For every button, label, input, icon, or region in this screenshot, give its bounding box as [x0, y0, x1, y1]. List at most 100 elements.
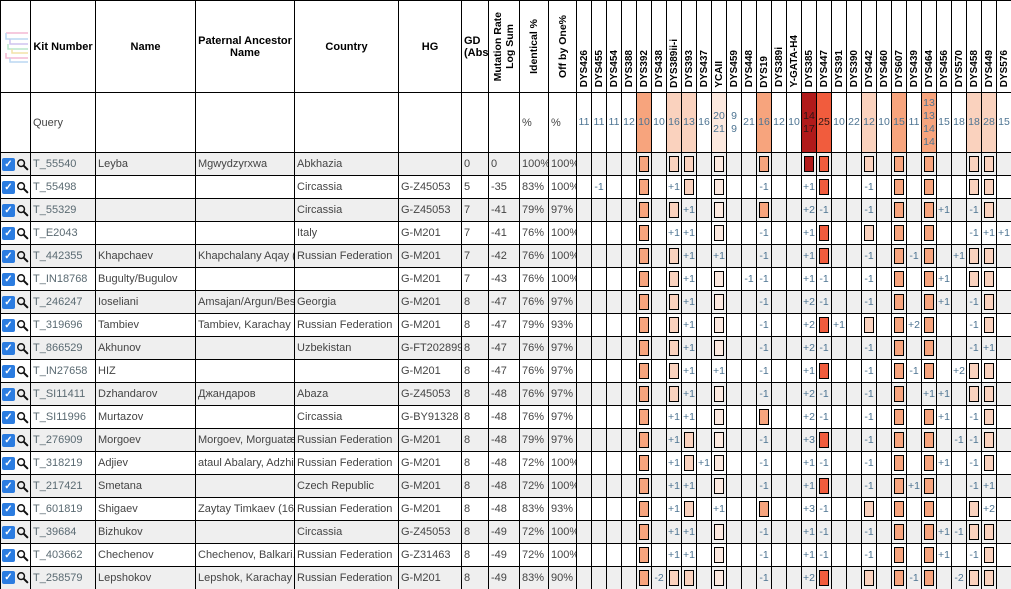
- allele-match-square: [684, 569, 694, 586]
- marker-cell-DYS464: [921, 520, 937, 544]
- marker-cell-DYS449: [981, 290, 997, 314]
- magnifier-icon[interactable]: [16, 457, 29, 470]
- allele-match-square: [894, 363, 904, 379]
- marker-cell-DYS438: [651, 497, 667, 521]
- row-checkbox[interactable]: ✓: [2, 456, 15, 470]
- marker-cell-DYS385: +1: [801, 267, 817, 291]
- row-checkbox[interactable]: ✓: [2, 180, 15, 194]
- row-checkbox[interactable]: ✓: [2, 157, 15, 171]
- marker-cell-DYS442: -1: [861, 520, 877, 544]
- log-sum-cell: -35: [488, 175, 520, 199]
- marker-cell-DYS391: [831, 175, 847, 199]
- marker-cell-DYS426: [576, 359, 592, 383]
- row-checkbox[interactable]: ✓: [2, 249, 15, 263]
- marker-cell-DYS459: [726, 474, 742, 498]
- name-cell: Bizhukov: [95, 520, 196, 544]
- allele-match-square: [984, 409, 994, 425]
- row-checkbox[interactable]: ✓: [2, 433, 15, 447]
- magnifier-icon[interactable]: [16, 434, 29, 447]
- allele-match-square: [924, 524, 934, 540]
- magnifier-icon[interactable]: [16, 158, 29, 171]
- marker-cell-DYS449: [981, 382, 997, 406]
- result-row: ✓ T_258579 Lepshokov Lepshok, Karachay Russi…: [0, 566, 1011, 589]
- marker-cell-DYS389i: [771, 543, 787, 567]
- row-checkbox[interactable]: ✓: [2, 548, 15, 562]
- row-checkbox[interactable]: ✓: [2, 364, 15, 378]
- marker-cell-DYS455: [591, 221, 607, 245]
- magnifier-icon[interactable]: [16, 411, 29, 424]
- row-checkbox[interactable]: ✓: [2, 203, 15, 217]
- marker-cell-DYS437: [696, 520, 712, 544]
- magnifier-icon[interactable]: [16, 227, 29, 240]
- query-label: Query: [30, 92, 96, 153]
- row-checkbox[interactable]: ✓: [2, 571, 15, 585]
- magnifier-icon[interactable]: [16, 365, 29, 378]
- query-identical-pct: %: [519, 92, 549, 153]
- log-sum-cell: -42: [488, 244, 520, 268]
- magnifier-icon[interactable]: [16, 204, 29, 217]
- magnifier-icon[interactable]: [16, 342, 29, 355]
- allele-match-square: [639, 409, 649, 425]
- row-checkbox[interactable]: ✓: [2, 226, 15, 240]
- haplogroup-cell: G-Z45053: [398, 520, 462, 544]
- marker-cell-DYS19: -1: [756, 221, 772, 245]
- marker-cell-DYS438: [651, 336, 667, 360]
- result-row: ✓ T_SI11996 Murtazov Circassia G-BY91328 8 -48…: [0, 405, 1011, 429]
- allele-match-square: [864, 501, 874, 517]
- magnifier-icon[interactable]: [16, 571, 29, 584]
- allele-match-square: [669, 363, 679, 379]
- magnifier-icon[interactable]: [16, 503, 29, 516]
- marker-cell-Y-GATA-H4: [786, 290, 802, 314]
- magnifier-icon[interactable]: [16, 319, 29, 332]
- row-checkbox[interactable]: ✓: [2, 525, 15, 539]
- row-checkbox[interactable]: ✓: [2, 479, 15, 493]
- off-by-one-pct-cell: 100%: [548, 221, 577, 245]
- row-select-cell: ✓: [0, 520, 31, 544]
- row-checkbox[interactable]: ✓: [2, 502, 15, 516]
- name-cell: Murtazov: [95, 405, 196, 429]
- marker-cell-DYS393: +1: [681, 244, 697, 268]
- allele-match-square: [639, 569, 649, 586]
- allele-match-square: [714, 202, 724, 218]
- name-cell: Ioseliani: [95, 290, 196, 314]
- allele-match-square: [714, 569, 724, 586]
- marker-cell-DYS442: -1: [861, 198, 877, 222]
- marker-cell-DYS454: [606, 244, 622, 268]
- allele-match-square: [639, 455, 649, 471]
- magnifier-icon[interactable]: [16, 250, 29, 263]
- marker-cell-DYS455: [591, 451, 607, 475]
- magnifier-icon[interactable]: [16, 549, 29, 562]
- magnifier-icon[interactable]: [16, 273, 29, 286]
- row-checkbox[interactable]: ✓: [2, 272, 15, 286]
- magnifier-icon[interactable]: [16, 181, 29, 194]
- off-by-one-pct-cell: 97%: [548, 382, 577, 406]
- marker-cell-DYS576: [996, 405, 1011, 429]
- marker-cell-DYS570: [951, 290, 967, 314]
- magnifier-icon[interactable]: [16, 388, 29, 401]
- magnifier-icon[interactable]: [16, 296, 29, 309]
- magnifier-icon[interactable]: [16, 526, 29, 539]
- allele-match-square: [969, 501, 979, 517]
- marker-cell-DYS447: [816, 313, 832, 337]
- paternal-ancestor-cell: ataul Abalary, Adzhi...: [195, 451, 295, 475]
- marker-cell-DYS390: [846, 313, 862, 337]
- row-checkbox[interactable]: ✓: [2, 341, 15, 355]
- marker-cell-DYS458: -1: [966, 336, 982, 360]
- marker-cell-DYS19: -1: [756, 520, 772, 544]
- marker-cell-DYS458: -1: [966, 428, 982, 452]
- marker-cell-DYS437: [696, 290, 712, 314]
- identical-pct-cell: 79%: [519, 428, 549, 452]
- identical-pct-cell: 83%: [519, 497, 549, 521]
- row-checkbox[interactable]: ✓: [2, 387, 15, 401]
- row-checkbox[interactable]: ✓: [2, 410, 15, 424]
- row-checkbox[interactable]: ✓: [2, 295, 15, 309]
- row-checkbox[interactable]: ✓: [2, 318, 15, 332]
- haplogroup-cell: G-M201: [398, 290, 462, 314]
- marker-cell-DYS448: [741, 405, 757, 429]
- allele-match-square: [819, 317, 829, 333]
- magnifier-icon[interactable]: [16, 480, 29, 493]
- paternal-ancestor-cell: [195, 520, 295, 544]
- query-marker-DYS426: 11: [576, 92, 592, 153]
- marker-cell-DYS388: [621, 428, 637, 452]
- marker-cell-DYS458: -1: [966, 198, 982, 222]
